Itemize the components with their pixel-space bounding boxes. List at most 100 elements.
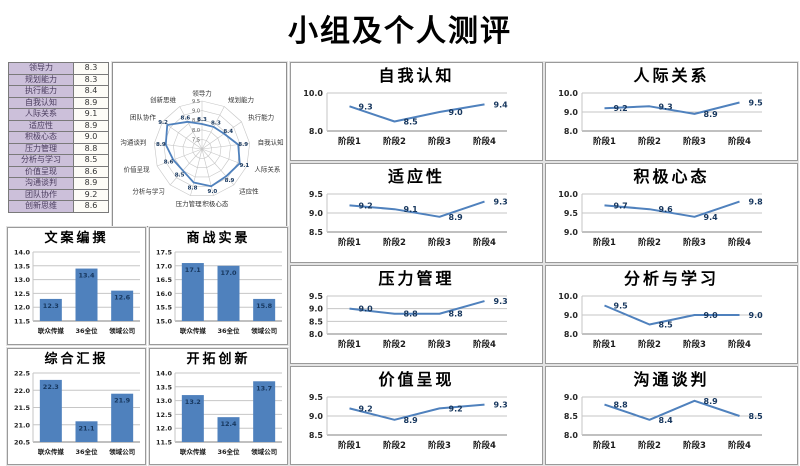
svg-text:17.0: 17.0 <box>220 269 237 277</box>
table-row: 自我认知 8.9 <box>8 96 109 109</box>
bar-chart-innovation: 开拓创新 11.5 12.0 12.5 13.0 13.5 14.0 13.2 联众传媒 12.… <box>149 347 288 465</box>
chart-title: 积极心态 <box>633 167 710 187</box>
radar-panel: 7.5 8.0 8.5 9.0 9.5 领导力 8.3 规划能力 8.3 执行能力 8.4 自我认知 8… <box>112 62 287 227</box>
svg-text:11.5: 11.5 <box>13 318 30 326</box>
score-table: 领导力 8.3 规划能力 8.3 执行能力 8.4 自我认知 8.9 人际关系 9.1 适应性 8.9… <box>8 62 109 225</box>
svg-text:9.5: 9.5 <box>308 190 323 199</box>
svg-text:规划能力: 规划能力 <box>228 94 254 103</box>
svg-text:联众传媒: 联众传媒 <box>179 326 206 335</box>
svg-text:12.4: 12.4 <box>220 420 237 428</box>
chart-title: 沟通谈判 <box>633 369 710 389</box>
svg-text:21.5: 21.5 <box>13 404 30 412</box>
svg-text:9.5: 9.5 <box>308 393 323 402</box>
svg-text:阶段2: 阶段2 <box>383 339 406 350</box>
svg-text:执行能力: 执行能力 <box>248 112 274 121</box>
svg-text:阶段2: 阶段2 <box>383 440 406 451</box>
svg-text:团队协作: 团队协作 <box>129 112 156 121</box>
line-chart-svg: 9.5 9.0 8.5 9.2 9.1 8.9 9.3 阶段1 阶段2 阶段3 阶段4 <box>291 188 542 261</box>
skill-label: 压力管理 <box>8 142 74 155</box>
svg-text:12.5: 12.5 <box>155 410 172 418</box>
svg-text:8.9: 8.9 <box>403 416 418 425</box>
svg-text:8.9: 8.9 <box>703 110 718 119</box>
svg-text:15.8: 15.8 <box>256 302 273 310</box>
svg-text:阶段1: 阶段1 <box>593 237 616 248</box>
svg-text:人际关系: 人际关系 <box>254 164 280 173</box>
chart-title: 自我认知 <box>378 66 455 85</box>
svg-text:阶段1: 阶段1 <box>338 136 361 147</box>
svg-text:9.5: 9.5 <box>192 99 200 105</box>
line-chart-grid: 自我认知 10.0 8.0 9.3 8.5 9.0 9.4 阶段1 阶段2 阶段3 阶段4 人际关… <box>290 62 798 465</box>
svg-text:10.0: 10.0 <box>558 292 578 301</box>
svg-text:阶段2: 阶段2 <box>383 136 406 147</box>
svg-text:压力管理: 压力管理 <box>175 198 202 207</box>
radar-chart: 7.5 8.0 8.5 9.0 9.5 领导力 8.3 规划能力 8.3 执行能力 8.4 自我认知 8… <box>113 65 286 225</box>
svg-text:12.3: 12.3 <box>42 302 58 310</box>
chart-title: 文案编撰 <box>44 231 109 246</box>
table-row: 价值呈现 8.6 <box>8 165 109 178</box>
svg-text:8.9: 8.9 <box>448 213 463 222</box>
chart-title: 压力管理 <box>378 268 455 288</box>
svg-text:8.5: 8.5 <box>658 320 673 329</box>
line-chart-value-presentation: 价值呈现 9.5 9.0 8.5 9.2 8.9 9.2 9.3 阶段1 阶段2 阶段3 阶段4 <box>290 365 543 465</box>
line-chart-communication-negotiation: 沟通谈判 9.0 8.5 8.0 8.8 8.4 8.9 8.5 阶段1 阶段2 阶段3 阶段4 <box>545 365 798 465</box>
svg-text:阶段1: 阶段1 <box>593 440 616 451</box>
table-row: 压力管理 8.8 <box>8 142 109 155</box>
svg-text:11.5: 11.5 <box>155 438 172 446</box>
svg-text:9.0: 9.0 <box>748 311 763 320</box>
svg-text:阶段1: 阶段1 <box>593 136 616 147</box>
skill-score: 8.6 <box>73 165 109 178</box>
table-row: 适应性 8.9 <box>8 119 109 132</box>
svg-text:10.0: 10.0 <box>558 89 578 98</box>
svg-text:15.0: 15.0 <box>155 318 172 326</box>
skill-score: 8.9 <box>73 96 109 109</box>
svg-text:10.0: 10.0 <box>558 190 578 199</box>
svg-text:15.5: 15.5 <box>155 304 172 312</box>
line-chart-interpersonal: 人际关系 10.0 9.0 8.0 9.2 9.3 8.9 9.5 阶段1 阶段2 阶段3 阶段4 <box>545 62 798 162</box>
svg-text:9.5: 9.5 <box>308 292 323 301</box>
skill-label: 适应性 <box>8 119 74 132</box>
line-chart-svg: 9.0 8.5 8.0 8.8 8.4 8.9 8.5 阶段1 阶段2 阶段3 阶段4 <box>546 391 797 464</box>
svg-text:自我认知: 自我认知 <box>257 137 283 146</box>
svg-text:8.5: 8.5 <box>174 172 184 178</box>
svg-text:联众传媒: 联众传媒 <box>37 326 64 335</box>
svg-text:16.5: 16.5 <box>155 276 172 284</box>
svg-text:阶段2: 阶段2 <box>638 237 661 248</box>
svg-text:12.0: 12.0 <box>13 304 30 312</box>
svg-text:阶段4: 阶段4 <box>473 237 496 248</box>
svg-text:13.2: 13.2 <box>184 398 200 406</box>
svg-text:9.5: 9.5 <box>613 301 628 310</box>
bar-chart-svg: 11.5 12.0 12.5 13.0 13.5 14.0 12.3 联众传媒 13.4 36全位… <box>8 247 145 344</box>
svg-text:阶段4: 阶段4 <box>728 339 751 350</box>
svg-text:17.5: 17.5 <box>155 249 172 257</box>
svg-text:阶段1: 阶段1 <box>338 237 361 248</box>
chart-title: 人际关系 <box>633 66 710 85</box>
svg-text:阶段3: 阶段3 <box>428 339 451 350</box>
table-row: 规划能力 8.3 <box>8 73 109 86</box>
svg-text:9.5: 9.5 <box>563 209 578 218</box>
svg-text:8.5: 8.5 <box>308 431 323 440</box>
bar-chart-grid: 文案编撰 11.5 12.0 12.5 13.0 13.5 14.0 12.3 联众传媒 13.… <box>7 227 288 465</box>
svg-text:8.0: 8.0 <box>563 330 578 339</box>
chart-title: 开拓创新 <box>186 351 251 367</box>
line-chart-self-awareness: 自我认知 10.0 8.0 9.3 8.5 9.0 9.4 阶段1 阶段2 阶段3 阶段4 <box>290 62 543 162</box>
svg-text:13.5: 13.5 <box>155 383 172 391</box>
svg-text:阶段2: 阶段2 <box>638 440 661 451</box>
line-chart-positive-mindset: 积极心态 10.0 9.5 9.0 9.7 9.6 9.4 9.8 阶段1 阶段2 阶段3 阶段4 <box>545 163 798 263</box>
svg-text:领域公司: 领域公司 <box>109 447 135 456</box>
svg-text:8.4: 8.4 <box>223 128 233 134</box>
svg-text:阶段2: 阶段2 <box>638 339 661 350</box>
line-chart-svg: 10.0 8.0 9.3 8.5 9.0 9.4 阶段1 阶段2 阶段3 阶段4 <box>291 87 542 160</box>
svg-text:13.0: 13.0 <box>13 276 30 284</box>
chart-title: 价值呈现 <box>378 369 455 389</box>
svg-text:9.0: 9.0 <box>563 393 578 402</box>
svg-text:联众传媒: 联众传媒 <box>37 447 64 456</box>
svg-text:8.0: 8.0 <box>563 127 578 136</box>
svg-text:7.5: 7.5 <box>192 137 200 143</box>
svg-text:积极心态: 积极心态 <box>202 198 229 207</box>
skill-score: 9.0 <box>73 131 109 144</box>
chart-title: 分析与学习 <box>623 268 719 288</box>
svg-text:14.0: 14.0 <box>13 249 30 257</box>
skill-label: 沟通谈判 <box>8 177 74 190</box>
chart-title: 商战实景 <box>186 231 251 246</box>
svg-text:阶段3: 阶段3 <box>683 237 706 248</box>
